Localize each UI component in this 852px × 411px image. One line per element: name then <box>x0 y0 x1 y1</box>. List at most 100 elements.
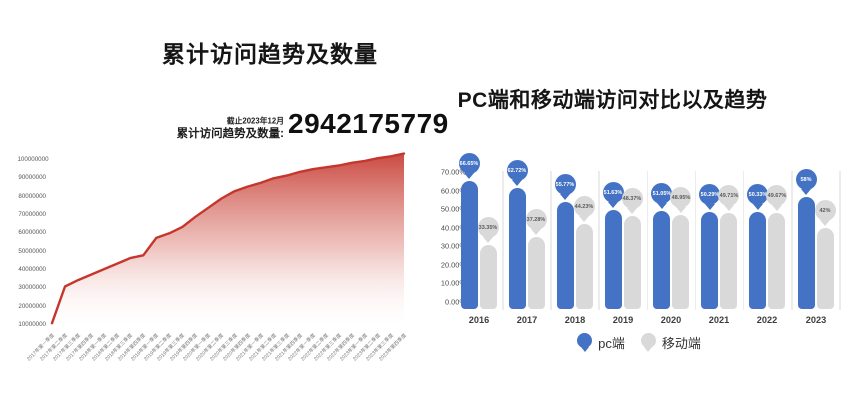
year-label: 2023 <box>805 315 826 326</box>
year-label: 2016 <box>468 315 489 326</box>
bubble-value-text: 62.72% <box>507 167 527 174</box>
bar-mobile-2020 <box>672 214 690 309</box>
left-y-tick-label: 60000000 <box>18 229 46 237</box>
bubble-pointer <box>820 220 831 227</box>
bubble-pointer <box>531 229 542 236</box>
bubble-pc-2016: 66.65% <box>458 152 480 179</box>
bubble-pointer <box>752 204 763 211</box>
bubble-value-text: 51.05% <box>652 190 671 197</box>
bubble-pointer <box>512 180 523 187</box>
right-y-tick-label: 60.00% <box>440 187 466 196</box>
bubble-value-text: 48.37% <box>623 195 642 202</box>
bubble-mobile-2023: 42% <box>814 200 836 227</box>
right-y-tick-label: 0.00% <box>445 298 466 307</box>
bubble-value: 49.67% <box>766 185 788 207</box>
bar-mobile-2017 <box>527 237 545 309</box>
bubble-value: 55.77% <box>554 173 576 195</box>
bubble-pointer <box>675 206 686 213</box>
bubble-pointer <box>627 207 638 214</box>
left-chart-title: 累计访问趋势及数量 <box>162 41 378 67</box>
bubble-mobile-2019: 48.37% <box>621 187 643 214</box>
year-label: 2018 <box>564 315 586 326</box>
bubble-value-text: 50.29% <box>700 191 720 198</box>
bubble-pointer <box>579 215 590 222</box>
right-y-tick-label: 50.00% <box>440 205 466 214</box>
bar-mobile-2022 <box>768 213 786 309</box>
bar-pc-2019 <box>604 209 622 309</box>
bar-pc-2021 <box>701 212 719 309</box>
bubble-value-text: 49.67% <box>767 192 787 199</box>
bar-mobile-2016 <box>479 244 497 309</box>
pc-pin-icon <box>577 333 593 352</box>
right-y-tick-label: 40.00% <box>440 224 466 233</box>
bar-pc-2020 <box>653 210 671 309</box>
bar-mobile-2018 <box>575 223 593 309</box>
year-label: 2020 <box>660 315 682 326</box>
bubble-value: 33.35% <box>477 216 499 238</box>
bar-pc-2023 <box>797 197 815 309</box>
legend-item-mobile: 移动端 <box>640 333 701 352</box>
group-separator <box>598 171 600 310</box>
left-y-tick-label: 90000000 <box>18 174 46 182</box>
bubble-value: 51.63% <box>602 181 624 203</box>
right-y-tick-label: 70.00% <box>440 168 466 177</box>
bubble-pointer <box>656 202 667 209</box>
year-label: 2022 <box>757 315 778 326</box>
bar-mobile-2021 <box>720 213 738 309</box>
mobile-pin-icon <box>640 333 656 352</box>
bubble-pointer <box>464 172 474 179</box>
cumulative-total-label: 累计访问趋势及数量: <box>176 128 284 140</box>
pin-circle <box>640 333 656 348</box>
bubble-pc-2017: 62.72% <box>506 160 528 187</box>
right-y-tick-label: 10.00% <box>440 279 466 289</box>
bubble-value-text: 49.71% <box>719 192 739 199</box>
bar-pc-2022 <box>749 212 767 309</box>
bar-mobile-2023 <box>816 228 834 309</box>
pin-circle <box>577 333 593 348</box>
bubble-mobile-2020: 48.95% <box>670 186 692 213</box>
bubble-pc-2019: 51.63% <box>602 181 624 208</box>
bubble-mobile-2018: 44.23% <box>573 195 595 222</box>
bubble-pointer <box>483 236 493 243</box>
group-separator <box>646 171 649 310</box>
bubble-pointer <box>608 201 619 208</box>
right-y-tick-label: 20.00% <box>440 261 466 270</box>
bubble-value: 48.37% <box>621 187 643 209</box>
left-y-tick-label: 30000000 <box>18 284 46 292</box>
right-chart-title: PC端和移动端访问对比以及趋势 <box>457 89 768 112</box>
bubble-pc-2018: 55.77% <box>554 173 576 200</box>
bar-pc-2018 <box>556 201 574 309</box>
area-fill <box>52 153 404 330</box>
year-label: 2019 <box>612 315 634 326</box>
year-label: 2021 <box>709 315 730 326</box>
left-y-tick-label: 100000000 <box>17 156 49 164</box>
bar-pc-2017 <box>508 188 526 309</box>
group-separator <box>839 171 841 310</box>
bubble-pc-2020: 51.05% <box>651 182 673 209</box>
bubble-value: 44.23% <box>573 195 595 217</box>
bubble-pointer <box>723 205 734 212</box>
group-separator <box>742 171 745 310</box>
bubble-pointer <box>560 193 571 200</box>
bubble-pointer <box>771 205 782 212</box>
bubble-pointer <box>704 204 715 211</box>
group-separator <box>694 171 697 310</box>
bubble-value-text: 50.33% <box>748 191 768 198</box>
left-y-tick-label: 80000000 <box>18 192 46 200</box>
bubble-mobile-2021: 49.71% <box>718 185 740 212</box>
group-separator <box>550 171 552 310</box>
pin-pointer <box>580 347 589 352</box>
stat-labels: 截止2023年12月 累计访问趋势及数量: <box>95 116 284 141</box>
trend-line <box>50 152 406 325</box>
bubble-value: 51.05% <box>651 182 673 204</box>
bubble-value: 62.72% <box>506 160 528 182</box>
bar-pc-2016 <box>460 180 478 309</box>
bubble-value: 50.29% <box>699 184 721 206</box>
left-y-tick-label: 50000000 <box>18 247 46 255</box>
bar-mobile-2019 <box>623 215 641 309</box>
bubble-value: 49.71% <box>718 185 740 207</box>
left-y-tick-label: 10000000 <box>18 321 46 329</box>
bubble-value-text: 58% <box>800 176 812 183</box>
bubble-value-text: 42% <box>819 207 831 214</box>
bubble-value: 50.33% <box>747 184 769 206</box>
